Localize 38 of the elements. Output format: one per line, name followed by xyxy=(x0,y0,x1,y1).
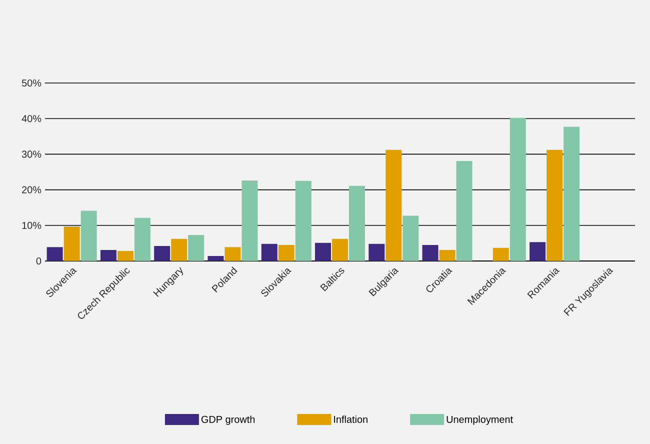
bar xyxy=(295,180,312,261)
bar xyxy=(188,235,204,261)
legend-label: Unemployment xyxy=(446,416,513,425)
bar xyxy=(80,210,97,261)
bar xyxy=(530,242,546,261)
bar xyxy=(261,244,278,261)
legend-label: Inflation xyxy=(334,416,368,423)
bar xyxy=(64,226,80,261)
y-tick-label: 20% xyxy=(22,186,42,194)
bar xyxy=(315,242,332,261)
y-tick-label: 0 xyxy=(36,257,42,265)
bar xyxy=(402,216,419,261)
bar xyxy=(242,180,258,261)
bar xyxy=(224,247,241,261)
y-tick-label: 10% xyxy=(22,222,42,229)
y-tick-label: 40% xyxy=(22,115,42,122)
legend-label: GDP growth xyxy=(201,416,255,425)
bar xyxy=(208,256,224,261)
bar xyxy=(46,247,63,261)
bar xyxy=(386,150,402,261)
bar xyxy=(546,150,563,261)
bar xyxy=(134,218,150,261)
bar xyxy=(564,126,580,261)
y-tick-label: 50% xyxy=(22,79,42,87)
bar xyxy=(368,244,385,261)
bar xyxy=(171,238,188,261)
bar xyxy=(100,250,116,261)
bar xyxy=(278,244,294,261)
bar xyxy=(332,238,348,261)
bar xyxy=(154,246,170,261)
bar xyxy=(439,250,456,261)
bar xyxy=(510,118,526,261)
y-tick-label: 30% xyxy=(22,150,42,158)
bar xyxy=(492,248,509,261)
bar xyxy=(117,251,134,261)
bar xyxy=(349,186,366,261)
bar xyxy=(422,244,438,261)
bar xyxy=(456,160,472,261)
